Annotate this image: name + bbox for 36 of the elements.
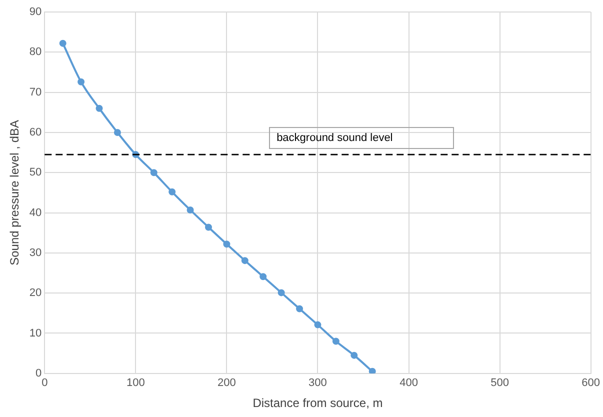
y-tick-label: 0 (36, 367, 42, 380)
x-tick-label: 200 (218, 377, 236, 390)
y-tick-label: 40 (29, 206, 42, 219)
x-tick-label: 500 (490, 377, 509, 390)
y-tick-label: 10 (29, 327, 42, 340)
point (150, 169, 158, 176)
x-tick-label: 300 (308, 377, 327, 390)
point (168, 188, 176, 196)
point (350, 352, 358, 359)
point (59, 40, 66, 47)
y-tick-label: 60 (29, 126, 42, 138)
y-tick-label: 50 (29, 166, 42, 179)
point (78, 78, 85, 86)
point (241, 257, 248, 264)
x-tick-label: 100 (126, 377, 145, 390)
point (296, 305, 304, 312)
y-tick-label: 70 (29, 86, 42, 98)
x-tick-label: 600 (582, 377, 600, 390)
point (204, 224, 212, 231)
point (278, 289, 285, 296)
point (223, 240, 230, 248)
point (314, 321, 322, 328)
point (186, 206, 194, 214)
y-tick-label: 30 (29, 246, 42, 259)
y-axis-title: Sound pressure level , dBA (8, 120, 22, 266)
point (260, 273, 267, 280)
point (332, 338, 340, 345)
ref-line-label: background sound level (268, 126, 454, 149)
x-axis-title: Distance from source, m (252, 396, 383, 410)
y-tick-label: 90 (29, 6, 42, 18)
point (96, 104, 103, 112)
y-tick-label: 80 (29, 46, 42, 58)
x-tick-label: 400 (400, 377, 418, 390)
point (114, 128, 121, 136)
point (368, 368, 376, 374)
y-tick-label: 20 (29, 287, 42, 300)
